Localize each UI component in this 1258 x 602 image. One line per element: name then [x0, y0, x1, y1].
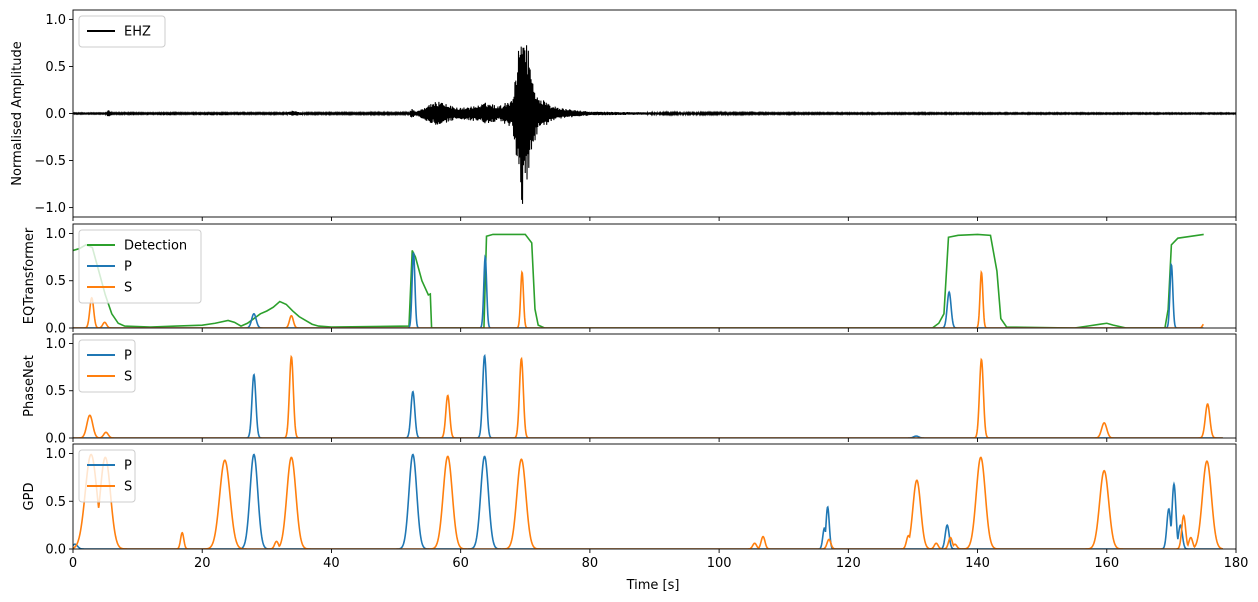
axes-frame-phasenet	[72, 333, 1237, 439]
x-tick-label: 80	[582, 556, 599, 571]
plot-area-gpd	[73, 453, 1223, 549]
x-tick-label: 40	[323, 556, 340, 571]
x-tick-label: 20	[194, 556, 211, 571]
y-axis-label: PhaseNet	[22, 355, 37, 417]
panel-phasenet: 0.0 0.5 1.0 PhaseNet PS	[22, 333, 1237, 447]
panel-waveform: −1.0 −0.5 0.0 0.5 1.0 Normalised Amplitude EHZ	[10, 9, 1237, 221]
legend-box	[78, 15, 166, 48]
legend-waveform: EHZ	[78, 15, 166, 48]
axes-frame-gpd	[72, 443, 1237, 550]
y-tick-label: 0.0	[45, 322, 66, 337]
y-tick-label: 1.0	[45, 227, 66, 242]
panel-gpd: 0.0 0.5 1.0 0 20 40 60 80 100 120 140 160 180 GPD PS	[22, 443, 1249, 571]
legend-label: P	[124, 349, 132, 364]
y-tick-label: 0.5	[45, 274, 66, 289]
legend-box	[78, 229, 202, 304]
x-tick-label: 160	[1094, 556, 1119, 571]
y-tick-label: −0.5	[34, 154, 66, 169]
series-s-line	[73, 453, 1223, 549]
x-tick-label: 120	[836, 556, 861, 571]
x-tick-label: 60	[452, 556, 469, 571]
legend-label: Detection	[124, 239, 187, 254]
series-p-line	[73, 453, 1223, 549]
legend-box	[78, 449, 136, 503]
y-axis-label: Normalised Amplitude	[10, 41, 25, 185]
y-tick-label: 1.0	[45, 337, 66, 352]
plot-area-phasenet	[73, 353, 1223, 438]
x-tick-label: 180	[1224, 556, 1249, 571]
legend-gpd: PS	[78, 449, 136, 503]
legend-eqtransformer: Detection PS	[78, 229, 202, 304]
y-axis-label: GPD	[22, 483, 37, 511]
series-detection-line	[73, 233, 1204, 328]
legend-box	[78, 339, 136, 393]
plot-area-waveform	[73, 45, 1236, 204]
series-s-line	[73, 269, 1204, 328]
legend-label: P	[124, 459, 132, 474]
legend-label: S	[124, 370, 132, 385]
axes-frame-eqtransformer	[72, 223, 1237, 329]
series-s-line	[73, 354, 1223, 438]
x-tick-label: 100	[707, 556, 732, 571]
x-tick-label: 0	[69, 556, 77, 571]
y-tick-label: 0.0	[45, 107, 66, 122]
y-tick-label: 0.0	[45, 432, 66, 447]
y-tick-label: 0.5	[45, 495, 66, 510]
series-p-line	[73, 252, 1204, 328]
chart-root: −1.0 −0.5 0.0 0.5 1.0 Normalised Amplitude EHZ…	[10, 9, 1249, 571]
y-axis-label: EQTransformer	[22, 227, 37, 324]
plot-area-eqtransformer	[73, 233, 1204, 328]
legend-label: S	[124, 281, 132, 296]
series-p-line	[73, 353, 1223, 438]
y-tick-label: 1.0	[45, 13, 66, 28]
x-tick-label: 140	[965, 556, 990, 571]
y-tick-label: 0.5	[45, 384, 66, 399]
y-tick-label: −1.0	[34, 201, 66, 216]
legend-label: P	[124, 260, 132, 275]
legend-phasenet: PS	[78, 339, 136, 393]
legend-label: EHZ	[124, 25, 151, 40]
y-tick-label: 0.0	[45, 543, 66, 558]
panel-eqtransformer: 0.0 0.5 1.0 EQTransformer Detection PS	[22, 223, 1237, 337]
y-tick-label: 0.5	[45, 60, 66, 75]
series-ehz-line	[73, 45, 1236, 204]
legend-label: S	[124, 480, 132, 495]
y-tick-label: 1.0	[45, 447, 66, 462]
x-axis-label: Time [s]	[626, 578, 680, 593]
